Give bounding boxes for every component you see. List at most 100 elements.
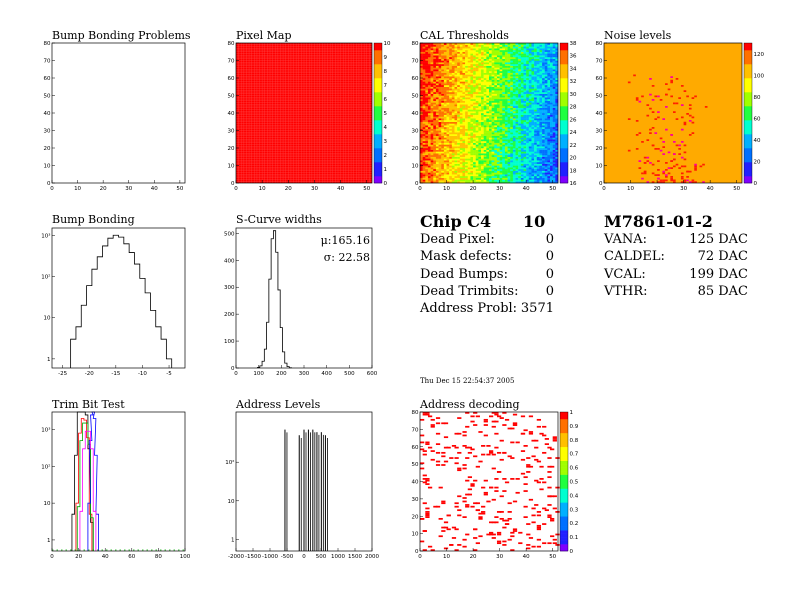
threshold-cell	[459, 169, 463, 171]
threshold-cell	[491, 158, 495, 161]
noise-hot-pixel	[683, 144, 687, 147]
address-problem-pixel	[536, 524, 542, 527]
threshold-cell	[512, 43, 516, 45]
threshold-cell	[446, 64, 450, 66]
threshold-cell	[483, 155, 487, 157]
threshold-cell	[486, 106, 490, 108]
threshold-cell	[435, 100, 439, 103]
threshold-cell	[438, 155, 442, 157]
noise-hot-pixel	[694, 167, 697, 169]
threshold-cell	[462, 78, 466, 80]
threshold-cell	[430, 116, 434, 119]
threshold-cell	[451, 106, 455, 108]
colorbar-segment	[374, 172, 382, 177]
threshold-cell	[552, 141, 556, 143]
colorbar-segment	[744, 123, 752, 128]
threshold-cell	[457, 95, 461, 98]
threshold-cell	[534, 169, 537, 171]
threshold-cell	[438, 158, 442, 161]
threshold-cell	[430, 88, 434, 91]
threshold-cell	[433, 160, 437, 163]
threshold-cell	[427, 158, 431, 161]
threshold-cell	[470, 181, 474, 184]
threshold-cell	[552, 172, 556, 175]
y-tick-label: 100	[224, 339, 235, 345]
threshold-cell	[502, 78, 506, 80]
threshold-cell	[499, 176, 503, 178]
threshold-cell	[465, 76, 468, 79]
threshold-cell	[473, 44, 476, 47]
threshold-cell	[542, 148, 545, 150]
threshold-cell	[430, 179, 434, 182]
noise-hot-pixel	[641, 141, 644, 143]
threshold-cell	[422, 176, 426, 178]
threshold-cell	[478, 181, 482, 184]
threshold-cell	[481, 107, 484, 110]
colorbar-segment	[374, 123, 382, 128]
threshold-cell	[515, 78, 519, 80]
threshold-cell	[454, 156, 458, 159]
threshold-cell	[552, 139, 556, 142]
threshold-cell	[475, 125, 479, 128]
threshold-cell	[422, 155, 426, 157]
threshold-cell	[550, 104, 553, 107]
threshold-cell	[478, 44, 482, 47]
threshold-cell	[491, 128, 495, 131]
threshold-cell	[465, 57, 468, 59]
threshold-cell	[555, 134, 559, 136]
threshold-cell	[430, 172, 434, 175]
threshold-cell	[499, 162, 503, 164]
threshold-cell	[441, 95, 445, 98]
threshold-cell	[528, 162, 532, 164]
threshold-cell	[454, 69, 458, 72]
noise-hot-pixel	[657, 160, 660, 162]
threshold-cell	[475, 93, 479, 96]
threshold-cell	[459, 160, 463, 163]
threshold-cell	[526, 72, 530, 75]
colorbar-segment	[744, 120, 752, 124]
threshold-cell	[526, 90, 530, 93]
colorbar-segment	[744, 85, 752, 89]
threshold-cell	[473, 67, 476, 70]
noise-hot-pixel	[670, 81, 673, 84]
threshold-cell	[520, 116, 524, 119]
threshold-cell	[547, 167, 551, 170]
colorbar-segment	[560, 134, 568, 138]
threshold-cell	[502, 156, 506, 159]
threshold-cell	[489, 174, 492, 177]
threshold-cell	[449, 85, 453, 87]
threshold-cell	[470, 162, 474, 164]
threshold-cell	[489, 148, 492, 150]
threshold-cell	[539, 79, 543, 82]
threshold-cell	[446, 43, 450, 45]
threshold-cell	[536, 137, 540, 140]
noise-hot-pixel	[651, 172, 655, 175]
threshold-cell	[425, 74, 429, 77]
threshold-cell	[547, 139, 551, 142]
threshold-cell	[504, 48, 508, 51]
threshold-cell	[489, 46, 492, 49]
threshold-cell	[542, 109, 545, 112]
threshold-cell	[550, 155, 553, 157]
threshold-cell	[523, 106, 527, 108]
threshold-cell	[512, 97, 516, 100]
threshold-cell	[531, 93, 535, 96]
threshold-cell	[475, 155, 479, 157]
threshold-cell	[425, 162, 429, 164]
threshold-cell	[494, 85, 498, 87]
threshold-cell	[430, 165, 434, 168]
threshold-cell	[507, 55, 511, 58]
threshold-cell	[502, 172, 506, 175]
threshold-cell	[499, 46, 503, 49]
threshold-cell	[499, 78, 503, 80]
address-problem-pixel	[555, 511, 560, 513]
noise-hot-pixel	[643, 172, 647, 175]
threshold-cell	[443, 158, 447, 161]
noise-hot-pixel	[680, 104, 684, 106]
threshold-cell	[435, 106, 439, 108]
threshold-cell	[515, 76, 519, 79]
threshold-cell	[481, 144, 484, 147]
threshold-cell	[489, 111, 492, 114]
threshold-cell	[425, 116, 429, 119]
threshold-cell	[483, 100, 487, 103]
